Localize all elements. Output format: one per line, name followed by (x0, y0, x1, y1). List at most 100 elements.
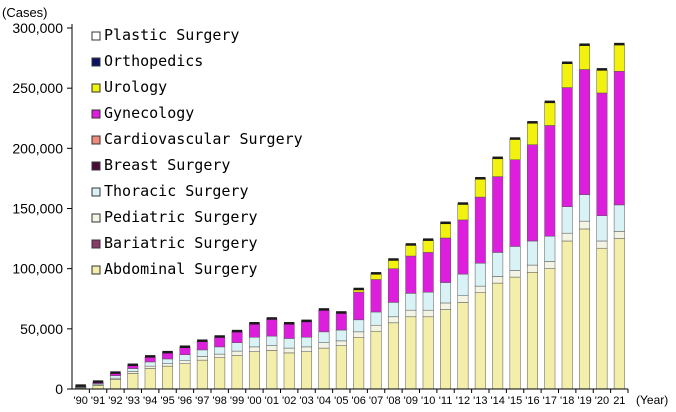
legend-item: Urology (91, 78, 167, 96)
bar-segment-thoracic-surgery (231, 342, 243, 352)
bar-segment-pediatric-surgery (579, 220, 591, 230)
bar-segment-abdominal-surgery (509, 276, 521, 390)
bar-segment-urology (561, 63, 573, 88)
legend-label: Gynecology (104, 104, 194, 122)
bar-stack (196, 339, 208, 390)
bar-top-cap (214, 335, 225, 338)
bar-segment-gynecology (301, 321, 313, 338)
bar-segment-urology (509, 139, 521, 161)
legend-swatch (91, 265, 101, 275)
legend-swatch (91, 83, 101, 93)
bar-top-cap (336, 311, 347, 314)
bar-stack (301, 319, 313, 390)
bar-top-cap (231, 329, 243, 333)
bar-stack (440, 221, 452, 390)
bar-top-cap (475, 177, 486, 180)
bar-segment-pediatric-surgery (353, 331, 365, 338)
bar-top-cap (614, 42, 625, 46)
bar-stack (75, 384, 87, 390)
bar-segment-gynecology (231, 331, 243, 343)
bar-stack (544, 100, 556, 390)
bar-segment-pediatric-surgery (214, 353, 226, 358)
legend-item: Thoracic Surgery (91, 182, 249, 200)
bar-segment-urology (613, 44, 625, 72)
x-axis: '90'91'92'93'94'95'96'97'98'99'00'01'02 '… (72, 388, 629, 407)
bar-segment-abdominal-surgery (248, 351, 260, 390)
x-tick-label: '00 (247, 395, 261, 407)
bar-segment-pediatric-surgery (492, 276, 504, 284)
legend-item: Breast Surgery (91, 156, 230, 174)
x-tick-label: '10 (421, 395, 435, 407)
bar-segment-urology (440, 223, 452, 239)
x-tick-label: '03 (299, 395, 313, 407)
bar-segment-urology (596, 69, 608, 94)
bar-segment-urology (492, 158, 504, 177)
bar-top-cap (388, 258, 399, 261)
bar-stack (127, 363, 139, 390)
bar-segment-abdominal-surgery (544, 268, 556, 390)
bar-top-cap (127, 363, 139, 367)
bar-stack (248, 322, 260, 390)
bar-stack (474, 177, 486, 390)
bar-segment-thoracic-surgery (561, 206, 573, 234)
bar-stack (613, 42, 625, 390)
bar-stack (283, 322, 295, 390)
x-tick-label: '02 (282, 395, 296, 407)
bar-segment-abdominal-surgery (353, 337, 365, 390)
bar-segment-gynecology (474, 196, 486, 264)
bar-segment-thoracic-surgery (248, 337, 260, 348)
bar-segment-pediatric-surgery (248, 346, 260, 352)
bar-top-cap (75, 384, 86, 387)
x-tick-label: '92 (108, 395, 122, 407)
bar-segment-thoracic-surgery (422, 291, 434, 311)
legend-label: Bariatric Surgery (104, 234, 258, 252)
bar-stack (596, 68, 608, 390)
bar-segment-pediatric-surgery (283, 347, 295, 354)
bar-stack (457, 202, 469, 390)
bar-top-cap (509, 137, 521, 140)
bar-segment-pediatric-surgery (474, 285, 486, 293)
bar-segment-gynecology (440, 237, 452, 283)
x-tick-label: '04 (317, 395, 331, 407)
bar-segment-thoracic-surgery (214, 346, 226, 355)
legend-label: Breast Surgery (104, 156, 230, 174)
bar-segment-abdominal-surgery (144, 368, 156, 390)
bar-segment-abdominal-surgery (561, 240, 573, 390)
bar-segment-gynecology (179, 347, 191, 355)
bar-segment-gynecology (283, 323, 295, 339)
x-tick-label: '01 (265, 395, 279, 407)
x-tick-label: '18 (560, 395, 574, 407)
legend-label: Urology (104, 78, 167, 96)
bar-stack (370, 272, 382, 390)
bar-segment-gynecology (144, 356, 156, 363)
bar-segment-abdominal-surgery (526, 272, 538, 390)
bar-segment-thoracic-surgery (283, 338, 295, 349)
y-tick-label: 200,000 (12, 140, 63, 156)
bar-top-cap (92, 380, 104, 383)
x-tick-label: '05 (334, 395, 348, 407)
bar-stack (92, 380, 104, 390)
bar-segment-urology (370, 273, 382, 280)
x-tick-label: '99 (230, 395, 244, 407)
bar-stack (266, 317, 278, 390)
bar-segment-thoracic-surgery (353, 319, 365, 333)
y-tick-label: 150,000 (12, 201, 63, 217)
bar-segment-abdominal-surgery (492, 282, 504, 390)
bar-segment-gynecology (248, 323, 260, 338)
legend-item: Orthopedics (91, 52, 203, 70)
bar-segment-thoracic-surgery (579, 194, 591, 222)
bar-segment-thoracic-surgery (127, 368, 139, 372)
bar-segment-thoracic-surgery (492, 252, 504, 277)
bar-segment-abdominal-surgery (196, 359, 208, 390)
bar-top-cap (266, 317, 278, 320)
bar-segment-urology (544, 102, 556, 126)
legend-label: Cardiovascular Surgery (104, 130, 303, 148)
bar-top-cap (370, 272, 382, 275)
bar-stack (579, 43, 591, 390)
bar-top-cap (544, 100, 556, 104)
bar-segment-pediatric-surgery (370, 324, 382, 332)
bar-segment-urology (474, 178, 486, 198)
bar-segment-thoracic-surgery (544, 235, 556, 262)
bar-segment-pediatric-surgery (387, 316, 399, 324)
bar-segment-gynecology (214, 337, 226, 348)
